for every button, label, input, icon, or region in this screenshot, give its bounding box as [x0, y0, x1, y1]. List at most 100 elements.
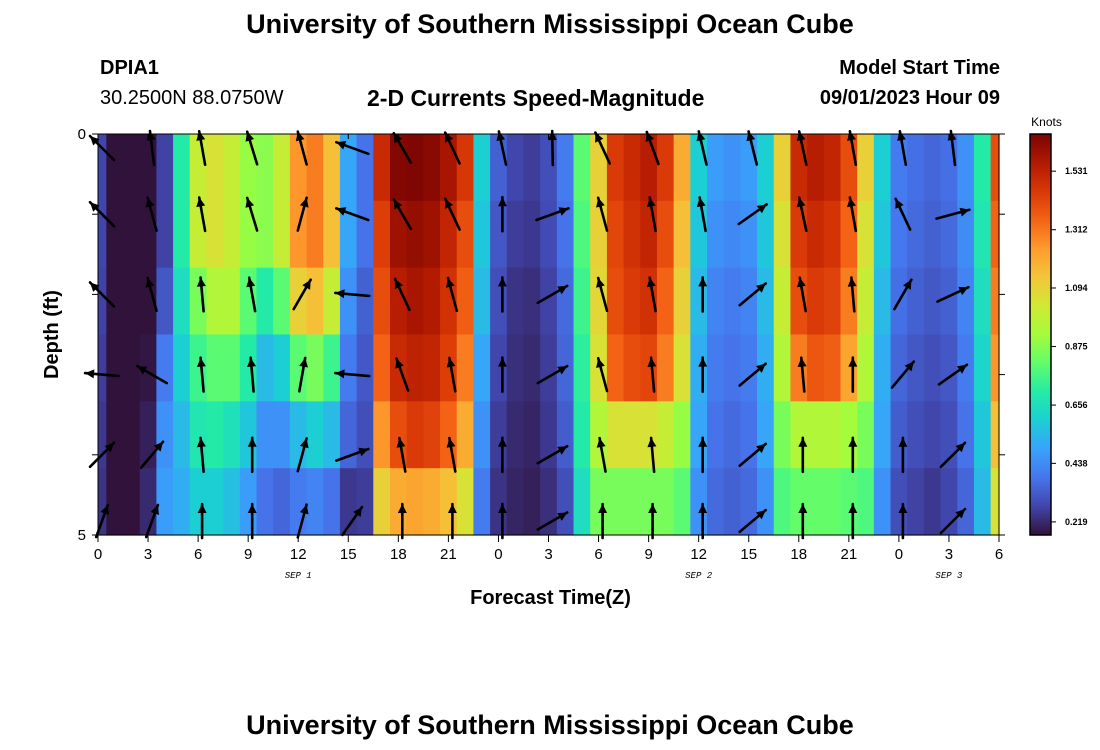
heatmap-cell	[490, 200, 508, 269]
heatmap-cell	[423, 134, 441, 202]
current-vector	[536, 284, 569, 305]
x-tick-label: 18	[390, 546, 407, 563]
heatmap-cell	[323, 334, 341, 402]
heatmap-cell	[490, 267, 508, 336]
heatmap-cell	[740, 401, 758, 469]
current-vector	[392, 198, 413, 231]
current-vector	[646, 276, 657, 313]
current-vector	[596, 356, 609, 393]
heatmap-cell	[656, 267, 675, 336]
heatmap-cell	[473, 468, 491, 536]
day-label: SEP 2	[685, 571, 713, 581]
heatmap-cell	[106, 468, 124, 536]
heatmap-cell	[473, 200, 491, 269]
heatmap-cell	[473, 334, 491, 402]
heatmap-cell	[356, 334, 374, 402]
current-vector	[497, 276, 507, 313]
heatmap-cell	[540, 200, 558, 269]
heatmap-cell	[456, 134, 475, 202]
heatmap-cell	[98, 200, 107, 269]
heatmap-cell	[540, 401, 558, 469]
heatmap-cell	[923, 200, 942, 269]
x-tick-label: 9	[244, 546, 252, 563]
heatmap-cell	[640, 468, 658, 536]
heatmap-cell	[206, 334, 224, 402]
heatmap-cell	[773, 334, 792, 402]
page-title: University of Southern Mississippi Ocean…	[246, 9, 854, 39]
heatmap-cell	[239, 468, 258, 536]
colorbar-units: Knots	[1031, 115, 1062, 129]
heatmap-cell	[690, 401, 708, 469]
heatmap-cell	[673, 134, 691, 202]
heatmap-cell	[740, 334, 758, 402]
current-vector	[88, 441, 116, 469]
heatmap-cell	[957, 200, 975, 269]
x-tick-label: 15	[740, 546, 757, 563]
heatmap-cell	[256, 200, 274, 269]
heatmap-cells	[98, 134, 1000, 536]
heatmap-cell	[106, 134, 124, 202]
heatmap-cell	[223, 334, 241, 402]
heatmap-cell	[623, 267, 641, 336]
heatmap-cell	[273, 200, 291, 269]
heatmap-cell	[673, 334, 691, 402]
heatmap-cell	[189, 134, 208, 202]
heatmap-cell	[173, 334, 191, 402]
heatmap-cell	[707, 134, 725, 202]
current-vector	[847, 196, 858, 233]
heatmap-cell	[173, 200, 191, 269]
heatmap-cell	[223, 200, 241, 269]
heatmap-cell	[790, 200, 808, 269]
heatmap-cell	[490, 134, 508, 202]
heatmap-cell	[406, 401, 424, 469]
heatmap-cell	[940, 200, 958, 269]
heatmap-cell	[339, 134, 358, 202]
heatmap-cell	[973, 401, 992, 469]
heatmap-cell	[173, 134, 191, 202]
heatmap-cell	[823, 200, 842, 269]
current-vector	[443, 197, 461, 231]
heatmap-cell	[106, 334, 124, 402]
heatmap-cell	[139, 200, 157, 269]
current-vector	[497, 356, 507, 393]
heatmap-cell	[523, 134, 541, 202]
current-vector	[393, 277, 411, 312]
heatmap-cell	[123, 267, 141, 336]
heatmap-cell	[973, 200, 992, 269]
heatmap-cell	[506, 334, 525, 402]
x-axis-label: Forecast Time(Z)	[470, 587, 631, 609]
current-vector	[698, 276, 708, 313]
current-vector	[738, 508, 768, 534]
heatmap-cell	[523, 200, 541, 269]
heatmap-cell	[306, 334, 324, 402]
heatmap-cell	[757, 334, 775, 402]
heatmap-cell	[139, 401, 157, 469]
current-vector	[334, 140, 370, 156]
heatmap-cell	[940, 267, 958, 336]
heatmap-cell	[523, 334, 541, 402]
y-tick-label: 5	[78, 527, 86, 544]
heatmap-cell	[373, 401, 391, 469]
model-start-value: 09/01/2023 Hour 09	[819, 87, 1000, 109]
heatmap-cell	[523, 468, 541, 536]
heatmap-cell	[757, 134, 775, 202]
heatmap-cell	[907, 334, 925, 402]
heatmap-cell	[640, 401, 658, 469]
heatmap-cell	[223, 267, 241, 336]
heatmap-cell	[690, 267, 708, 336]
heatmap-cell	[423, 267, 441, 336]
current-vector	[145, 276, 158, 313]
current-vector	[196, 276, 206, 313]
current-vector	[341, 505, 364, 537]
y-axis-label: Depth (ft)	[41, 290, 63, 379]
x-tick-label: 18	[790, 546, 807, 563]
heatmap-cell	[373, 200, 391, 269]
heatmap-cell	[273, 334, 291, 402]
current-vector	[646, 196, 657, 233]
heatmap-cell	[273, 401, 291, 469]
heatmap-cell	[890, 468, 908, 536]
colorbar-tick-label: 0.219	[1065, 517, 1088, 527]
heatmap-cell	[123, 334, 141, 402]
heatmap-cell	[556, 267, 575, 336]
heatmap-cell	[857, 401, 875, 469]
